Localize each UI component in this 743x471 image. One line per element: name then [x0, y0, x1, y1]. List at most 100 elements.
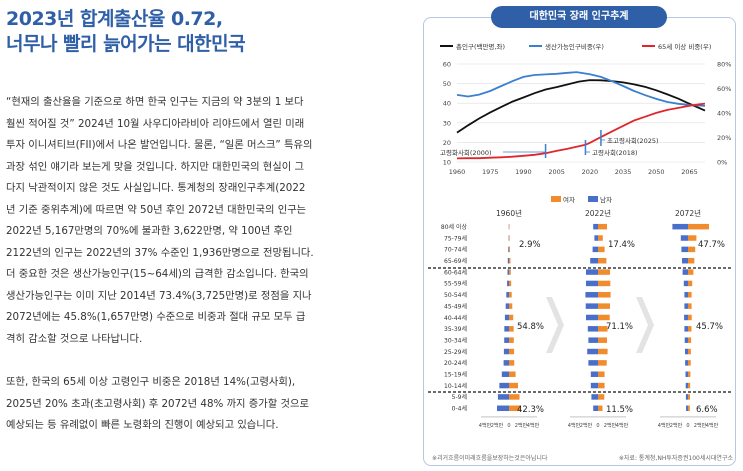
male-bar [497, 394, 509, 400]
age-group-label: 50-54세 [444, 291, 467, 299]
elderly-share-label: 17.4% [608, 240, 635, 250]
female-bar [509, 348, 515, 355]
x-tick-label: 2백만 [491, 422, 504, 429]
x-tick-label: 1960 [449, 168, 466, 176]
male-bar [593, 405, 598, 412]
line-chart: 총인구(백만명,좌) 생산가능인구비중(우) 65세 이상 비중(우) 10 20 30 4… [440, 42, 731, 176]
male-bar [684, 326, 688, 332]
x-tick-label: 4백만 [616, 422, 629, 429]
series-line [456, 79, 706, 134]
chevron-arrow [546, 297, 564, 353]
footnote-right: ※자료: 통계청,NH투자증권100세시대연구소 [619, 454, 734, 462]
age-group-label: 10-14세 [444, 382, 467, 390]
female-bar [509, 337, 514, 343]
male-bar [587, 348, 598, 355]
male-bar [507, 257, 509, 264]
paragraph-1-line: 2122년의 인구는 2022년의 37% 수준인 1,936만명으로 전망됩니… [6, 246, 314, 259]
age-group-label: 75-79세 [444, 234, 467, 242]
paragraph-1-line: 격히 감소할 것으로 나타납니다. [6, 332, 143, 345]
x-tick-label: 1975 [482, 168, 499, 176]
paragraph-1-line: 다지 낙관적이지 않은 것도 사실입니다. 통계청의 장래인구추계(2022 [6, 182, 306, 194]
male-bar [507, 280, 509, 287]
male-bar [682, 257, 688, 264]
y-right-tick-label: 40% [717, 110, 731, 118]
paragraph-1-line: 훨씬 적어질 것” 2024년 10월 사우디아라비아 리야드에서 열린 미래 [6, 117, 305, 130]
male-bar [586, 280, 598, 287]
female-bar [509, 326, 514, 332]
y-left-tick-label: 30 [443, 119, 451, 127]
legend-label: 생산가능인구비중(우) [545, 42, 604, 51]
male-bar [501, 371, 509, 377]
female-bar [598, 394, 605, 400]
y-right-tick-label: 80% [717, 61, 731, 69]
female-bar [688, 348, 691, 355]
age-group-label: 55-59세 [444, 280, 467, 288]
male-bar [585, 303, 598, 309]
female-bar [688, 360, 691, 366]
x-tick-label: 0 [507, 423, 510, 429]
x-tick-label: 4백만 [658, 422, 671, 429]
female-bar [688, 337, 692, 343]
male-bar [499, 382, 509, 389]
age-group-label: 65-69세 [444, 257, 467, 265]
female-bar [598, 348, 608, 355]
female-bar [509, 257, 511, 264]
male-bar [586, 269, 598, 275]
article-title: 2023년 합계출산율 0.72, 너무나 빨리 늙어가는 대한민국 [6, 7, 406, 57]
female-bar [598, 280, 611, 287]
female-bar [509, 292, 512, 298]
footnotes: ※괴거흐름이미래흐름을보장하는것은아닙니다 ※자료: 통계청,NH투자증권100… [432, 454, 733, 462]
male-bar [683, 280, 688, 287]
female-bar [598, 246, 605, 253]
young-share-label: 6.6% [696, 405, 718, 415]
x-tick-label: 0 [596, 423, 599, 429]
male-bar [685, 360, 688, 366]
male-bar [680, 235, 688, 241]
panel-title: 대한민국 장래 인구추계 [491, 6, 667, 28]
working-share-label: 54.8% [517, 322, 544, 332]
y-left-tick-label: 40 [443, 100, 451, 108]
female-bar [509, 394, 520, 400]
chart-panel [423, 17, 736, 466]
x-tick-label: 2065 [681, 168, 698, 176]
series-line [456, 71, 706, 107]
male-bar [592, 246, 598, 253]
y-left-tick-label: 60 [443, 61, 451, 69]
female-bar [598, 269, 610, 275]
female-bar [688, 292, 692, 298]
female-bar [509, 246, 510, 253]
male-bar [681, 246, 688, 253]
female-bar [598, 303, 610, 309]
x-tick-label: 2백만 [580, 422, 593, 429]
female-bar [509, 303, 513, 309]
legend-label: 여자 [563, 195, 575, 204]
age-group-label: 40-44세 [444, 314, 467, 322]
female-bar [688, 257, 695, 264]
x-tick-label: 2005 [548, 168, 565, 176]
paragraph-1-line: 2072년에는 45.8%(1,657만명) 수준으로 비중과 절대 규모 모두… [6, 311, 306, 323]
male-bar [508, 246, 509, 253]
age-group-label: 30-34세 [444, 336, 467, 344]
pyramid-year-label: 2072년 [675, 208, 701, 218]
y-left-tick-label: 50 [443, 80, 451, 88]
female-bar [598, 257, 607, 264]
paragraph-1-line: 2022년 5,167만명의 70%에 불과한 3,622만명, 약 100년 … [6, 225, 293, 237]
female-bar [598, 337, 607, 343]
female-bar [688, 280, 693, 287]
male-bar [682, 269, 688, 275]
annotation-label: 고령화사회(2000) [440, 148, 492, 157]
female-bar [598, 326, 608, 332]
male-bar [590, 371, 598, 377]
female-bar [688, 269, 694, 275]
x-tick-label: 4백만 [479, 422, 492, 429]
legend-swatch-female [551, 196, 561, 202]
paragraph-1-line: 더 중요한 것은 생산가능인구(15~64세)의 급격한 감소입니다. 한국의 [6, 268, 309, 280]
x-tick-label: 2백만 [515, 422, 528, 429]
female-bar [688, 314, 692, 321]
male-bar [585, 292, 598, 298]
female-bar [598, 235, 603, 241]
age-group-label: 60-64세 [444, 268, 467, 276]
title-line-2: 너무나 빨리 늙어가는 대한민국 [6, 33, 246, 55]
x-tick-label: 1990 [515, 168, 532, 176]
elderly-share-label: 47.7% [698, 240, 725, 250]
